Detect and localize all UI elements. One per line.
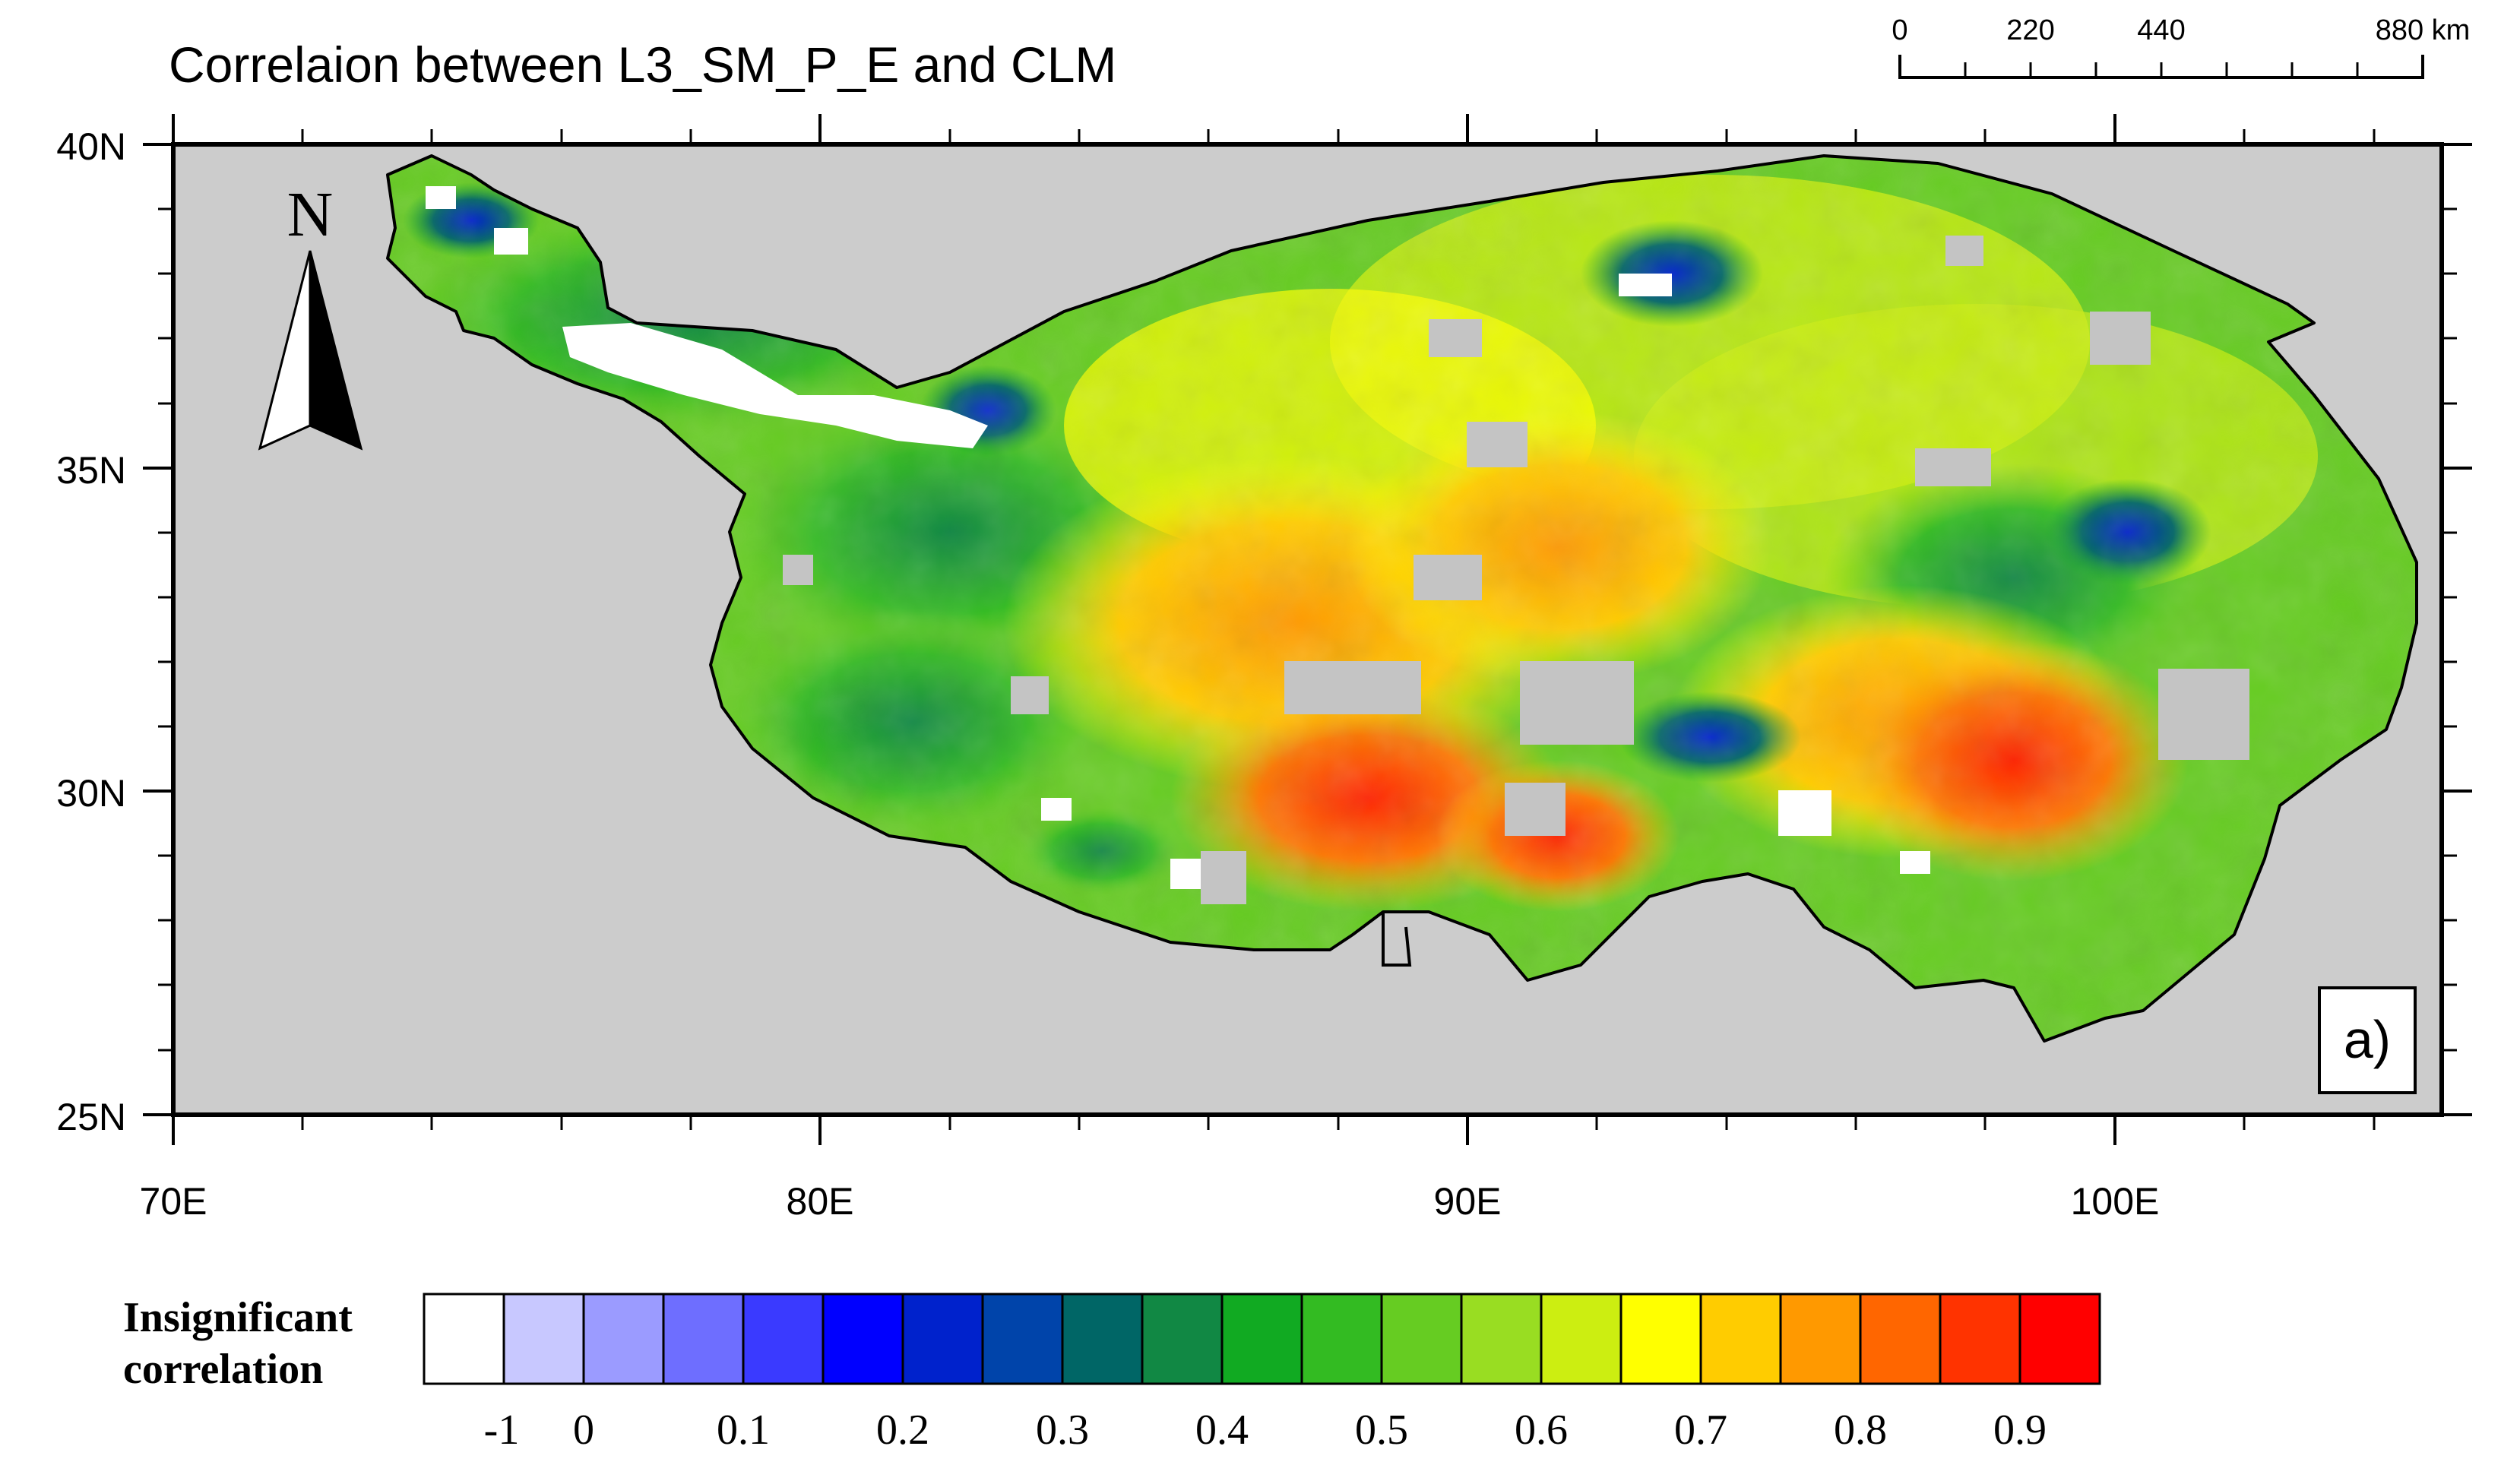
y-tick-label-25n: 25N — [56, 1096, 126, 1138]
x-tick-label-90e: 90E — [1434, 1180, 1502, 1223]
legend-insignificant-label-line1: Insignificant — [123, 1294, 353, 1341]
legend-swatch — [1141, 1293, 1224, 1385]
plot-frame — [171, 142, 2444, 1117]
panel-label: a) — [2344, 1010, 2391, 1069]
legend-swatch — [1300, 1293, 1383, 1385]
north-arrow-label: N — [287, 179, 334, 250]
legend-label: 0.7 — [1674, 1407, 1727, 1454]
legend-swatch — [1859, 1293, 1942, 1385]
legend-swatch — [1061, 1293, 1144, 1385]
legend-labels: -1 0 0.1 0.2 0.3 0.4 0.5 0.6 0.7 0.8 0.9 — [484, 1407, 2047, 1454]
legend-swatch — [1460, 1293, 1543, 1385]
legend: Insignificant correlation -1 0 0.1 0.2 0.3 0.… — [123, 1293, 2101, 1454]
frame-ticks — [143, 114, 2472, 1145]
legend-insignificant-label-line2: correlation — [123, 1346, 323, 1393]
legend-label: 0.8 — [1834, 1407, 1887, 1454]
x-tick-label-100e: 100E — [2071, 1180, 2160, 1223]
legend-label: 0.4 — [1195, 1407, 1249, 1454]
legend-swatch — [1380, 1293, 1463, 1385]
scale-label-220: 220 — [2006, 14, 2054, 46]
legend-label: 0 — [573, 1407, 594, 1454]
x-tick-label-70e: 70E — [140, 1180, 207, 1223]
y-tick-label-30n: 30N — [56, 772, 126, 815]
legend-swatch — [1779, 1293, 1862, 1385]
legend-swatches — [423, 1293, 2101, 1385]
legend-label: 0.3 — [1036, 1407, 1089, 1454]
legend-label: 0.6 — [1515, 1407, 1568, 1454]
legend-swatch — [2018, 1293, 2101, 1385]
legend-swatch — [662, 1293, 745, 1385]
legend-label: -1 — [484, 1407, 520, 1454]
legend-label: 0.9 — [1993, 1407, 2047, 1454]
legend-swatch — [1220, 1293, 1303, 1385]
plateau-outline-south — [1382, 912, 1412, 967]
legend-swatch — [582, 1293, 665, 1385]
scale-label-880: 880 km — [2376, 14, 2471, 46]
map-title: Correlaion between L3_SM_P_E and CLM — [169, 36, 1116, 93]
legend-label: 0.1 — [717, 1407, 770, 1454]
legend-swatch — [502, 1293, 585, 1385]
legend-label: 0.5 — [1355, 1407, 1408, 1454]
legend-swatch — [1939, 1293, 2021, 1385]
panel-label-box — [2318, 986, 2417, 1094]
legend-swatch — [423, 1293, 505, 1385]
north-arrow-icon: N — [258, 179, 363, 451]
y-tick-label-35n: 35N — [56, 449, 126, 492]
legend-swatch — [901, 1293, 984, 1385]
scale-bar: 0 220 440 880 km — [1892, 14, 2470, 79]
scale-label-440: 440 — [2137, 14, 2185, 46]
legend-swatch — [822, 1293, 904, 1385]
x-tick-label-80e: 80E — [787, 1180, 854, 1223]
plateau-outline — [386, 154, 2418, 1043]
scale-label-0: 0 — [1892, 14, 1907, 46]
legend-swatch — [981, 1293, 1064, 1385]
legend-swatch — [1540, 1293, 1622, 1385]
legend-swatch — [1699, 1293, 1782, 1385]
legend-label: 0.2 — [876, 1407, 929, 1454]
frame-minor-ticks — [158, 129, 2457, 1130]
legend-swatch — [1619, 1293, 1702, 1385]
legend-swatch — [742, 1293, 825, 1385]
y-tick-label-40n: 40N — [56, 125, 126, 168]
